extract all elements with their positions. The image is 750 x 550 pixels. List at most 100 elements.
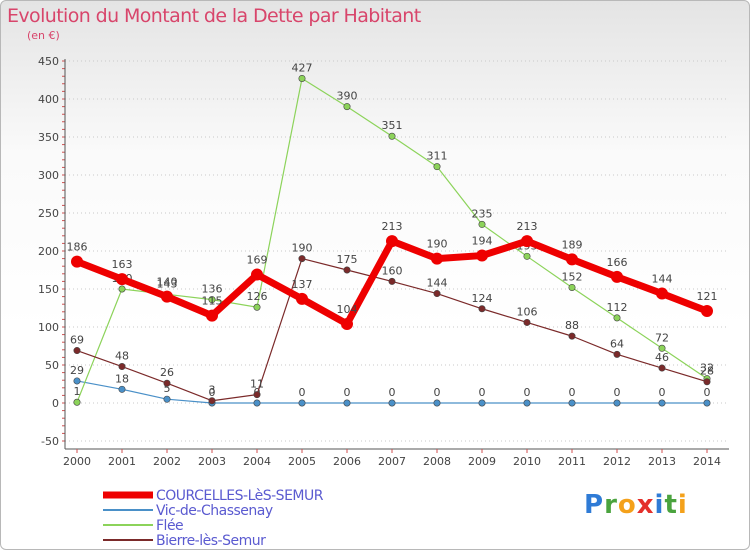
- data-point-bierre-l-s-semur: [703, 378, 711, 386]
- y-tick-label: 0: [52, 397, 59, 410]
- x-tick-label: 2001: [108, 455, 136, 468]
- data-label-courcelles-l-s-semur: 169: [247, 254, 268, 267]
- legend-label: COURCELLES-LèS-SEMUR: [156, 488, 324, 504]
- data-point-bierre-l-s-semur: [613, 350, 621, 358]
- data-point-bierre-l-s-semur: [388, 277, 396, 285]
- data-point-courcelles-l-s-semur: [251, 268, 263, 281]
- data-point-fl-e: [433, 163, 441, 171]
- data-point-vic-de-chassenay: [433, 399, 441, 407]
- data-point-vic-de-chassenay: [613, 399, 621, 407]
- data-point-vic-de-chassenay: [703, 399, 711, 407]
- data-point-fl-e: [388, 132, 396, 140]
- data-label-courcelles-l-s-semur: 137: [292, 278, 313, 291]
- data-label-courcelles-l-s-semur: 194: [472, 235, 493, 248]
- x-tick-label: 2014: [693, 455, 721, 468]
- data-label-vic-de-chassenay: 5: [164, 382, 171, 395]
- data-point-courcelles-l-s-semur: [116, 273, 128, 286]
- data-label-bierre-l-s-semur: 48: [115, 350, 129, 363]
- data-label-bierre-l-s-semur: 88: [565, 319, 579, 332]
- data-label-bierre-l-s-semur: 3: [209, 384, 216, 397]
- data-point-fl-e: [208, 296, 216, 304]
- data-point-bierre-l-s-semur: [658, 364, 666, 372]
- data-label-fl-e: 72: [655, 331, 669, 344]
- data-label-vic-de-chassenay: 29: [70, 364, 84, 377]
- data-point-courcelles-l-s-semur: [341, 317, 353, 330]
- data-point-fl-e: [343, 103, 351, 111]
- data-label-courcelles-l-s-semur: 213: [382, 220, 403, 233]
- data-point-bierre-l-s-semur: [253, 391, 261, 399]
- data-point-bierre-l-s-semur: [523, 318, 531, 326]
- x-tick-label: 2005: [288, 455, 316, 468]
- x-tick-label: 2010: [513, 455, 541, 468]
- y-tick-label: 450: [38, 55, 59, 68]
- data-label-courcelles-l-s-semur: 190: [427, 238, 448, 251]
- y-tick-label: 250: [38, 207, 59, 220]
- data-label-fl-e: 1: [74, 385, 81, 398]
- x-tick-label: 2003: [198, 455, 226, 468]
- data-point-bierre-l-s-semur: [298, 255, 306, 263]
- data-point-courcelles-l-s-semur: [566, 253, 578, 266]
- data-point-fl-e: [478, 220, 486, 228]
- data-point-bierre-l-s-semur: [73, 347, 81, 355]
- data-label-courcelles-l-s-semur: 115: [202, 295, 223, 308]
- data-point-vic-de-chassenay: [523, 399, 531, 407]
- data-point-vic-de-chassenay: [253, 399, 261, 407]
- data-point-bierre-l-s-semur: [478, 305, 486, 313]
- legend-label: Flée: [156, 518, 183, 534]
- x-tick-label: 2000: [63, 455, 91, 468]
- data-label-courcelles-l-s-semur: 213: [517, 220, 538, 233]
- x-tick-label: 2013: [648, 455, 676, 468]
- data-label-vic-de-chassenay: 0: [434, 386, 441, 399]
- data-point-vic-de-chassenay: [118, 385, 126, 393]
- data-label-fl-e: 152: [562, 270, 583, 283]
- data-label-fl-e: 126: [247, 290, 268, 303]
- data-point-bierre-l-s-semur: [208, 397, 216, 405]
- x-tick-label: 2011: [558, 455, 586, 468]
- data-label-bierre-l-s-semur: 28: [700, 365, 714, 378]
- data-point-vic-de-chassenay: [298, 399, 306, 407]
- data-label-bierre-l-s-semur: 64: [610, 337, 624, 350]
- data-point-vic-de-chassenay: [343, 399, 351, 407]
- data-point-bierre-l-s-semur: [568, 332, 576, 340]
- data-point-courcelles-l-s-semur: [476, 249, 488, 262]
- data-label-courcelles-l-s-semur: 140: [157, 276, 178, 289]
- data-label-vic-de-chassenay: 0: [479, 386, 486, 399]
- data-point-courcelles-l-s-semur: [611, 270, 623, 283]
- data-label-courcelles-l-s-semur: 189: [562, 238, 583, 251]
- data-label-vic-de-chassenay: 0: [344, 386, 351, 399]
- chart-title: Evolution du Montant de la Dette par Hab…: [7, 5, 421, 27]
- data-point-vic-de-chassenay: [73, 377, 81, 385]
- data-label-bierre-l-s-semur: 124: [472, 292, 493, 305]
- y-tick-label: 150: [38, 283, 59, 296]
- proxiti-logo: Proxiti: [584, 490, 688, 520]
- data-point-courcelles-l-s-semur: [521, 235, 533, 248]
- data-label-courcelles-l-s-semur: 166: [607, 256, 628, 269]
- data-point-vic-de-chassenay: [568, 399, 576, 407]
- data-label-vic-de-chassenay: 0: [614, 386, 621, 399]
- data-label-fl-e: 32: [700, 362, 714, 375]
- data-label-bierre-l-s-semur: 26: [160, 366, 174, 379]
- x-tick-label: 2006: [333, 455, 361, 468]
- data-point-vic-de-chassenay: [388, 399, 396, 407]
- x-tick-label: 2007: [378, 455, 406, 468]
- data-label-courcelles-l-s-semur: 144: [652, 273, 673, 286]
- data-label-fl-e: 427: [292, 61, 313, 74]
- data-point-fl-e: [523, 252, 531, 260]
- data-label-bierre-l-s-semur: 11: [250, 378, 264, 391]
- x-tick-label: 2002: [153, 455, 181, 468]
- legend-label: Vic-de-Chassenay: [156, 503, 273, 519]
- data-label-fl-e: 143: [157, 277, 178, 290]
- data-point-vic-de-chassenay: [478, 399, 486, 407]
- x-tick-label: 2004: [243, 455, 271, 468]
- data-label-vic-de-chassenay: 0: [299, 386, 306, 399]
- data-point-vic-de-chassenay: [163, 395, 171, 403]
- y-tick-label: 400: [38, 93, 59, 106]
- data-point-vic-de-chassenay: [658, 399, 666, 407]
- x-tick-label: 2012: [603, 455, 631, 468]
- x-tick-label: 2008: [423, 455, 451, 468]
- data-label-fl-e: 235: [472, 207, 493, 220]
- data-label-courcelles-l-s-semur: 163: [112, 258, 133, 271]
- data-label-vic-de-chassenay: 0: [389, 386, 396, 399]
